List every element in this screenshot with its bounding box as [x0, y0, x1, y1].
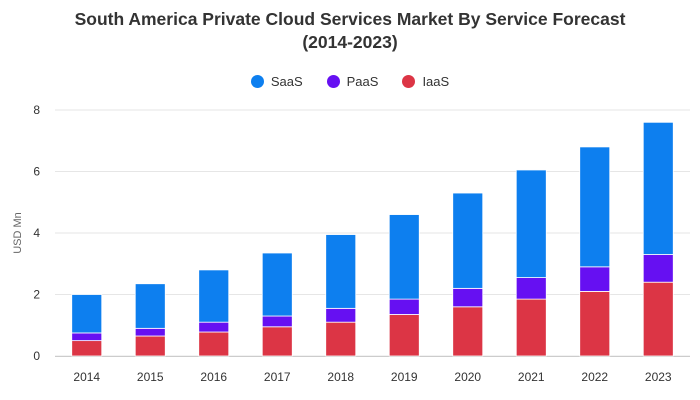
x-tick-label-2018: 2018	[327, 370, 354, 384]
bar-paas-2020	[452, 287, 484, 308]
x-tick-label-2014: 2014	[73, 370, 100, 384]
bar-paas-2014	[71, 332, 103, 342]
bar-paas-2018	[325, 307, 357, 323]
y-tick-label-4: 4	[33, 226, 40, 240]
y-tick-label-8: 8	[33, 103, 40, 117]
x-tick-label-2017: 2017	[264, 370, 291, 384]
bar-saas-2017	[261, 252, 293, 317]
bar-iaas-2021	[515, 298, 547, 357]
x-tick-label-2020: 2020	[454, 370, 481, 384]
chart-title: South America Private Cloud Services Mar…	[0, 8, 700, 54]
y-axis-title: USD Mn	[12, 212, 24, 254]
bar-iaas-2014	[71, 340, 103, 357]
bar-saas-2020	[452, 192, 484, 289]
bar-saas-2014	[71, 294, 103, 334]
chart-title-line1: South America Private Cloud Services Mar…	[74, 9, 626, 29]
x-tick-label-2022: 2022	[581, 370, 608, 384]
bar-iaas-2017	[261, 326, 293, 357]
chart-title-line2: (2014-2023)	[302, 32, 398, 52]
legend-label-iaas: IaaS	[422, 74, 450, 89]
x-tick-label-2023: 2023	[645, 370, 672, 384]
bar-paas-2021	[515, 277, 547, 300]
legend-swatch-iaas	[402, 75, 416, 88]
x-tick-label-2019: 2019	[391, 370, 418, 384]
legend-item-iaas[interactable]: IaaS	[402, 74, 449, 89]
legend-item-paas[interactable]: PaaS	[326, 74, 379, 89]
bar-saas-2016	[198, 269, 230, 323]
bar-paas-2016	[198, 321, 230, 333]
legend-swatch-saas	[250, 75, 264, 88]
bar-paas-2017	[261, 315, 293, 328]
bar-saas-2018	[325, 234, 357, 309]
legend-item-saas[interactable]: SaaS	[250, 74, 303, 89]
x-tick-label-2015: 2015	[137, 370, 164, 384]
bar-iaas-2019	[388, 314, 420, 357]
bar-paas-2023	[642, 254, 674, 283]
bar-saas-2019	[388, 214, 420, 300]
bar-iaas-2022	[579, 291, 611, 357]
chart-legend: SaaS PaaS IaaS	[0, 74, 700, 89]
legend-swatch-paas	[326, 75, 340, 88]
bar-saas-2021	[515, 169, 547, 278]
y-tick-label-6: 6	[33, 165, 40, 179]
y-tick-label-2: 2	[33, 288, 40, 302]
bar-saas-2023	[642, 121, 674, 255]
legend-label-paas: PaaS	[346, 74, 379, 89]
bar-saas-2015	[134, 283, 166, 329]
legend-label-saas: SaaS	[270, 74, 303, 89]
bar-paas-2015	[134, 327, 166, 337]
bar-iaas-2023	[642, 281, 674, 357]
bar-paas-2022	[579, 266, 611, 292]
bar-iaas-2016	[198, 331, 230, 357]
bar-iaas-2015	[134, 335, 166, 357]
bar-iaas-2018	[325, 321, 357, 357]
x-tick-label-2021: 2021	[518, 370, 545, 384]
bar-paas-2019	[388, 298, 420, 315]
x-tick-label-2016: 2016	[200, 370, 227, 384]
bar-iaas-2020	[452, 306, 484, 357]
y-tick-label-0: 0	[33, 349, 40, 363]
bar-saas-2022	[579, 146, 611, 268]
